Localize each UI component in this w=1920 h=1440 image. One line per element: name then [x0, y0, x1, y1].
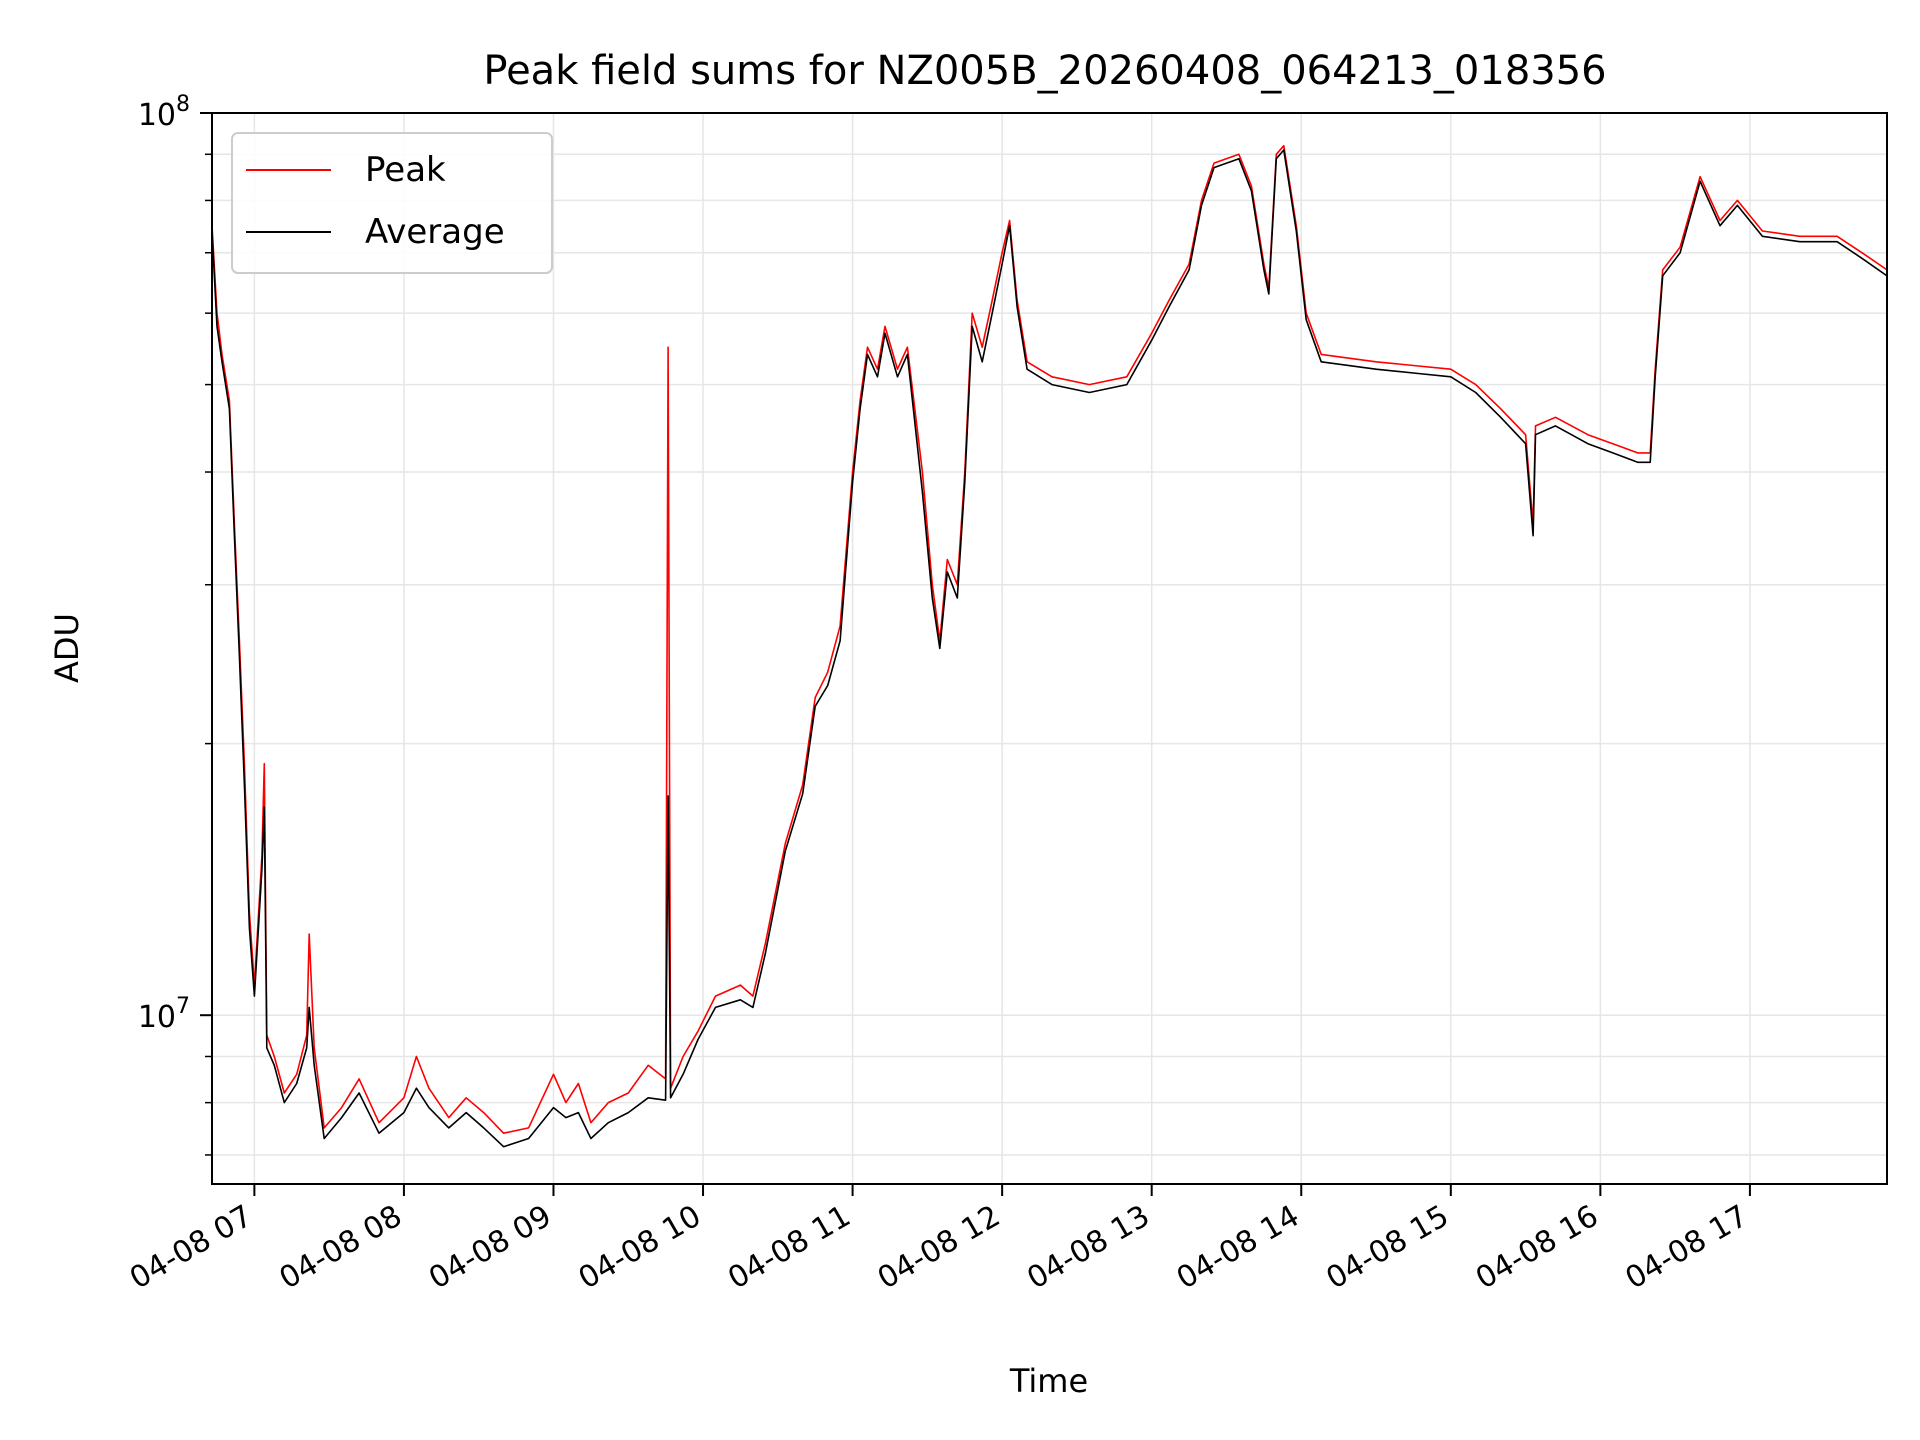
plot-area [212, 144, 1887, 1148]
legend-label-peak: Peak [365, 150, 446, 190]
y-tick-base: 10 [138, 98, 176, 133]
y-tick-label: 107 [138, 994, 190, 1035]
grid [212, 112, 1887, 1184]
legend: Peak Average [231, 132, 553, 274]
legend-label-average: Average [365, 212, 505, 252]
y-axis-label: ADU [48, 613, 86, 683]
series-line-average [212, 149, 1887, 1148]
y-tick-exponent: 7 [176, 994, 190, 1019]
x-axis-label: Time [1009, 1362, 1088, 1400]
y-tick-base: 10 [138, 1000, 176, 1035]
chart-title: Peak field sums for NZ005B_20260408_0642… [483, 48, 1606, 94]
series-layer [212, 144, 1887, 1148]
series-line-peak [212, 144, 1887, 1134]
plot-frame [211, 112, 1888, 1185]
y-tick-label: 108 [138, 92, 190, 133]
y-tick-exponent: 8 [176, 92, 190, 117]
legend-box [231, 132, 553, 274]
